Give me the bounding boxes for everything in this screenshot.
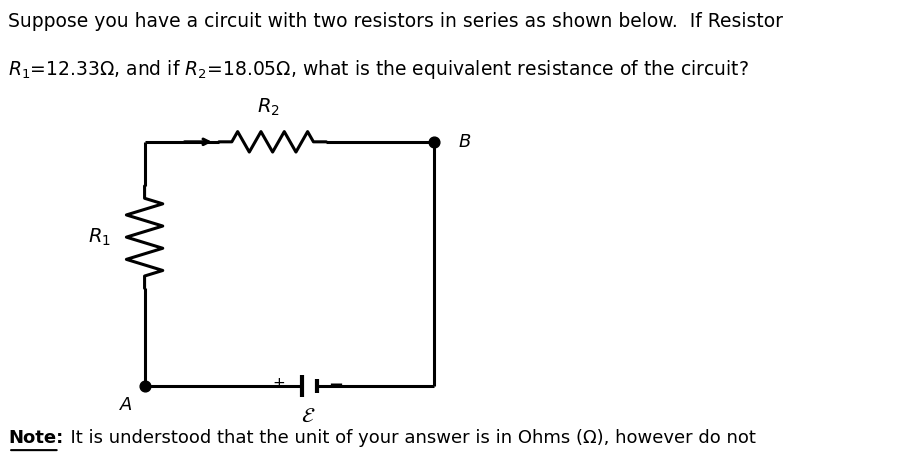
Text: Suppose you have a circuit with two resistors in series as shown below.  If Resi: Suppose you have a circuit with two resi… xyxy=(8,12,784,31)
Text: $R_1$=12.33Ω, and if $R_2$=18.05Ω, what is the equivalent resistance of the circ: $R_1$=12.33Ω, and if $R_2$=18.05Ω, what … xyxy=(8,58,749,81)
Text: $\mathcal{E}$: $\mathcal{E}$ xyxy=(301,406,315,426)
Text: $A$: $A$ xyxy=(120,397,133,414)
Text: +: + xyxy=(273,376,285,391)
Point xyxy=(427,138,441,146)
Point xyxy=(138,382,152,390)
Text: $B$: $B$ xyxy=(458,133,472,151)
Text: Note:: Note: xyxy=(8,429,63,447)
Text: $R_1$: $R_1$ xyxy=(88,226,111,248)
Text: −: − xyxy=(328,376,343,393)
Text: It is understood that the unit of your answer is in Ohms (Ω), however do not: It is understood that the unit of your a… xyxy=(60,429,757,447)
Text: $R_2$: $R_2$ xyxy=(257,96,280,118)
